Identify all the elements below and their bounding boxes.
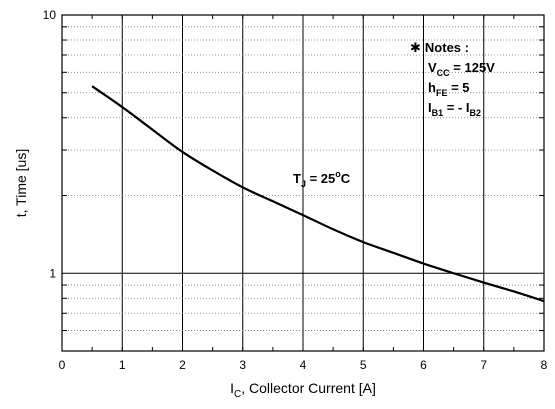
notes-title: ✱ Notes :	[410, 40, 469, 55]
x-tick-label: 3	[239, 358, 246, 372]
x-tick-label: 6	[420, 358, 427, 372]
notes-line-ib: IB1 = - IB2	[428, 100, 481, 118]
tick-labels: 0 1 2 3 4 5 6 7 8 1 10	[43, 8, 548, 372]
notes-star-icon: ✱	[410, 40, 421, 55]
x-tick-label: 0	[59, 358, 66, 372]
x-tick-label: 5	[360, 358, 367, 372]
x-tick-label: 2	[179, 358, 186, 372]
notes-box: ✱ Notes : VCC = 125V hFE = 5 IB1 = - IB2	[410, 40, 495, 118]
x-axis-title-main: I	[230, 380, 234, 396]
x-axis-title-sub: C	[234, 389, 241, 400]
x-tick-label: 8	[541, 358, 548, 372]
y-axis-title: t, Time [us]	[13, 149, 29, 217]
series-line	[91, 85, 545, 303]
notes-line-vcc: VCC = 125V	[428, 60, 495, 78]
x-tick-label: 4	[300, 358, 307, 372]
y-tick-label: 1	[49, 266, 56, 280]
plot-frame	[61, 14, 545, 352]
x-tick-label: 1	[119, 358, 126, 372]
x-axis-title: IC, Collector Current [A]	[230, 380, 376, 400]
junction-temperature-annotation: TJ = 25oC	[293, 169, 351, 189]
y-tick-label: 10	[43, 8, 57, 22]
notes-line-hfe: hFE = 5	[428, 80, 470, 98]
x-axis-title-rest: , Collector Current [A]	[241, 380, 376, 396]
series-layer	[91, 85, 545, 303]
x-tick-label: 7	[480, 358, 487, 372]
